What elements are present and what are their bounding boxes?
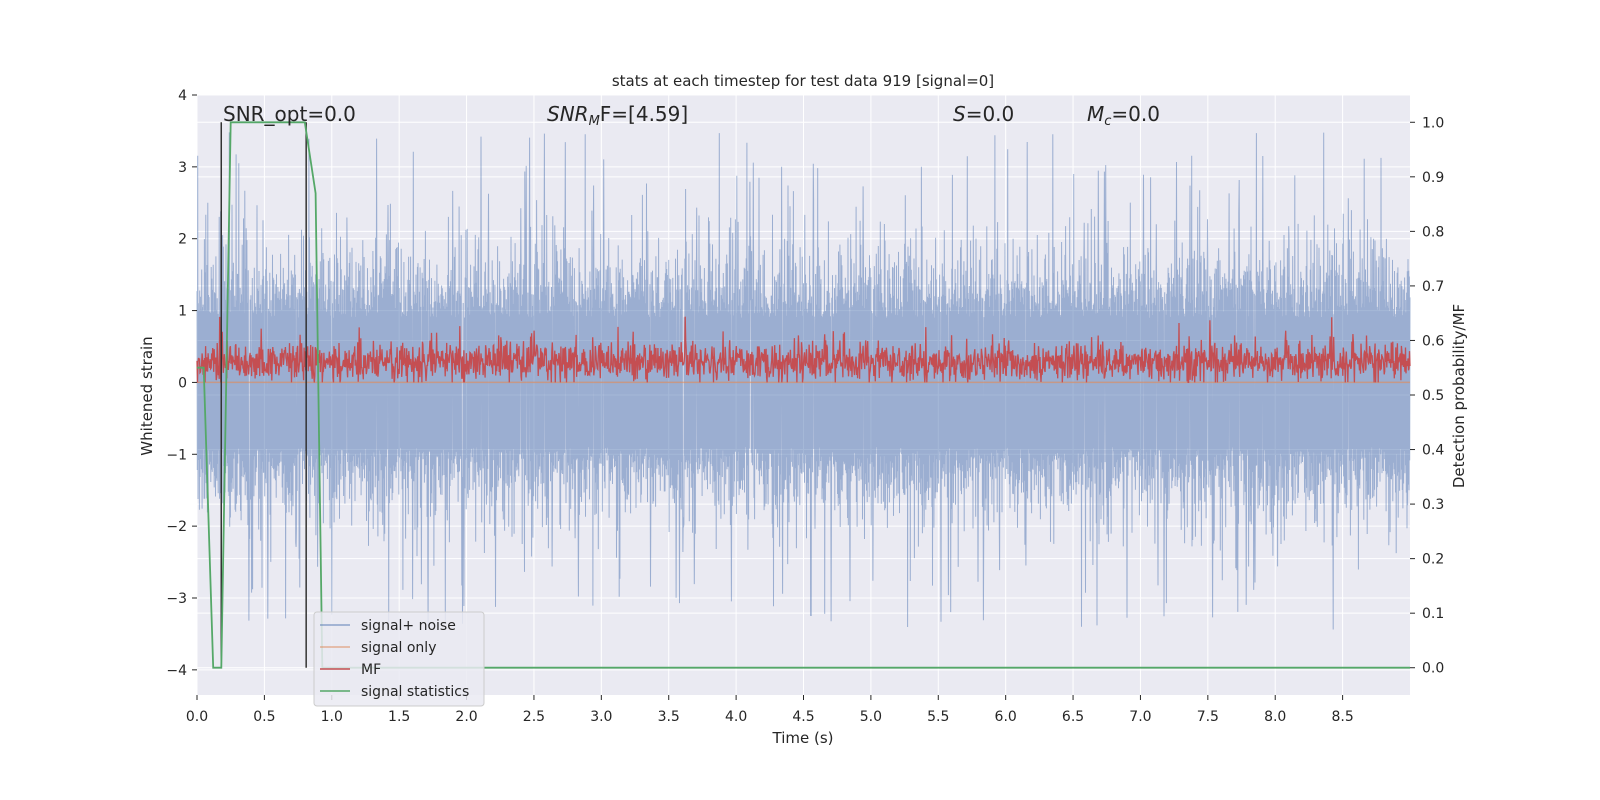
x-tick-label: 2.5 <box>523 709 545 725</box>
annotation-snr-mf-var: SNR <box>547 102 589 126</box>
y2-tick-label: 0.0 <box>1422 661 1444 677</box>
annotation-s: S=0.0 <box>953 102 1014 126</box>
vertical-markers <box>220 122 307 668</box>
annotation-snr-mf-rest: F=[4.59] <box>600 102 688 126</box>
x-tick-label: 1.5 <box>388 709 410 725</box>
annotation-s-var: S <box>953 102 966 126</box>
series-line-mf <box>196 316 1411 384</box>
y2-tick-label: 0.5 <box>1422 388 1444 404</box>
x-tick-label: 7.0 <box>1129 709 1151 725</box>
y-tick-label: 2 <box>178 232 187 248</box>
annotation-snr-mf: SNRMF=[4.59] <box>547 102 688 129</box>
annotation-mc-var: M <box>1087 102 1104 126</box>
y2-axis-label: Detection probability/MF <box>1450 304 1468 488</box>
legend-label-mf: MF <box>361 662 381 678</box>
annotation-s-rest: =0.0 <box>966 102 1015 126</box>
y2-ticks: 1.0 0.9 0.8 0.7 0.6 0.5 0.4 0.3 0.2 0.1 0.0 <box>1410 115 1444 677</box>
x-tick-label: 4.5 <box>792 709 814 725</box>
y2-tick-label: 0.4 <box>1422 443 1444 459</box>
y-tick-label: 1 <box>178 304 187 320</box>
legend-label-noise: signal+ noise <box>361 618 456 634</box>
x-tick-label: 1.0 <box>321 709 343 725</box>
annotation-mc: Mc=0.0 <box>1087 102 1160 129</box>
y2-tick-label: 1.0 <box>1422 115 1444 131</box>
x-tick-label: 6.0 <box>995 709 1017 725</box>
y-tick-label: −3 <box>166 591 187 607</box>
x-tick-label: 2.0 <box>455 709 477 725</box>
annotation-mc-rest: =0.0 <box>1111 102 1160 126</box>
y-tick-label: 0 <box>178 375 187 391</box>
y2-tick-label: 0.7 <box>1422 279 1444 295</box>
y-axis-label: Whitened strain <box>138 336 156 455</box>
x-axis-label: Time (s) <box>772 729 834 747</box>
x-tick-label: 4.0 <box>725 709 747 725</box>
y2-tick-label: 0.6 <box>1422 333 1444 349</box>
x-tick-label: 5.0 <box>860 709 882 725</box>
y-tick-label: −2 <box>166 519 187 535</box>
x-tick-label: 0.0 <box>186 709 208 725</box>
legend-label-signal-only: signal only <box>361 640 436 656</box>
legend-label-statistics: signal statistics <box>361 684 469 700</box>
chart-title: stats at each timestep for test data 919… <box>612 72 994 90</box>
y-tick-label: −4 <box>166 663 187 679</box>
y2-tick-label: 0.1 <box>1422 606 1444 622</box>
mf-series <box>196 316 1411 384</box>
x-tick-label: 6.5 <box>1062 709 1084 725</box>
legend-box <box>313 611 485 707</box>
y2-tick-label: 0.9 <box>1422 170 1444 186</box>
annotation-mc-sub: c <box>1104 114 1111 129</box>
x-tick-label: 0.5 <box>253 709 275 725</box>
y2-tick-label: 0.2 <box>1422 552 1444 568</box>
x-tick-label: 3.5 <box>658 709 680 725</box>
x-ticks: 0.0 0.5 1.0 1.5 2.0 2.5 3.0 3.5 4.0 4.5 5.0 5.5 6.0 6… <box>186 695 1354 725</box>
y2-tick-label: 0.8 <box>1422 224 1444 240</box>
y-ticks: 4 3 2 1 0 −1 −2 −3 −4 <box>166 88 197 679</box>
x-tick-label: 5.5 <box>927 709 949 725</box>
annotation-snr-mf-sub: M <box>589 114 600 129</box>
x-tick-label: 3.0 <box>590 709 612 725</box>
signal-plus-noise-series <box>196 132 1411 630</box>
y-tick-label: −1 <box>166 447 187 463</box>
legend: signal+ noise signal only MF signal stat… <box>313 611 485 707</box>
x-tick-label: 7.5 <box>1197 709 1219 725</box>
y-tick-label: 3 <box>178 160 187 176</box>
x-tick-label: 8.0 <box>1264 709 1286 725</box>
x-tick-label: 8.5 <box>1331 709 1353 725</box>
y-tick-label: 4 <box>178 88 187 104</box>
series-line-signal-plus-noise <box>196 132 1411 630</box>
annotation-snr-opt: SNR_opt=0.0 <box>223 102 356 126</box>
y2-tick-label: 0.3 <box>1422 497 1444 513</box>
